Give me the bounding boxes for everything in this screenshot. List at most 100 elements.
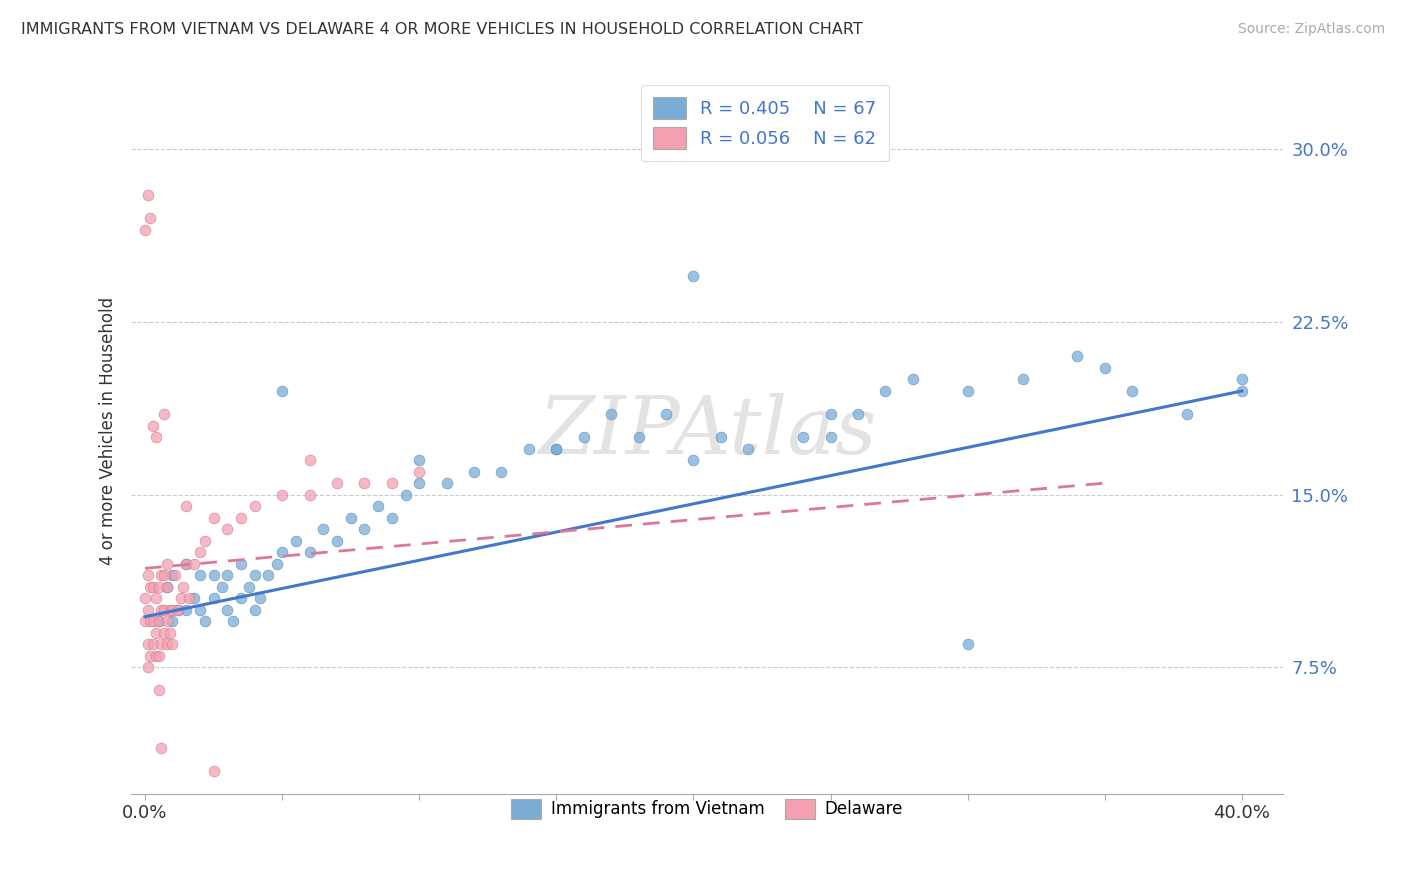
Point — [627, 430, 650, 444]
Point — [243, 568, 266, 582]
Point — [353, 522, 375, 536]
Point — [150, 741, 173, 756]
Point — [1121, 384, 1143, 398]
Point — [148, 683, 170, 698]
Point — [188, 568, 211, 582]
Point — [156, 637, 179, 651]
Point — [217, 522, 239, 536]
Point — [148, 648, 170, 663]
Point — [202, 591, 225, 606]
Point — [271, 384, 294, 398]
Point — [174, 557, 197, 571]
Point — [172, 580, 194, 594]
Point — [150, 637, 173, 651]
Point — [1011, 372, 1033, 386]
Point — [139, 648, 162, 663]
Point — [183, 557, 205, 571]
Point — [156, 580, 179, 594]
Point — [491, 465, 513, 479]
Point — [517, 442, 540, 456]
Point — [142, 637, 165, 651]
Point — [1066, 350, 1088, 364]
Legend: Immigrants from Vietnam, Delaware: Immigrants from Vietnam, Delaware — [505, 792, 910, 826]
Point — [156, 615, 179, 629]
Point — [136, 603, 159, 617]
Point — [956, 384, 979, 398]
Point — [156, 580, 179, 594]
Point — [271, 545, 294, 559]
Point — [820, 430, 842, 444]
Point — [188, 603, 211, 617]
Point — [202, 568, 225, 582]
Point — [162, 603, 184, 617]
Point — [339, 510, 361, 524]
Point — [142, 418, 165, 433]
Point — [136, 660, 159, 674]
Point — [159, 625, 181, 640]
Point — [408, 465, 430, 479]
Point — [159, 603, 181, 617]
Point — [167, 603, 190, 617]
Point — [136, 568, 159, 582]
Point — [546, 442, 568, 456]
Point — [846, 407, 869, 421]
Point — [229, 591, 252, 606]
Point — [145, 430, 167, 444]
Point — [655, 407, 678, 421]
Point — [145, 648, 167, 663]
Point — [150, 603, 173, 617]
Point — [229, 510, 252, 524]
Point — [142, 580, 165, 594]
Point — [194, 533, 217, 548]
Point — [188, 545, 211, 559]
Point — [243, 603, 266, 617]
Point — [353, 476, 375, 491]
Point — [222, 615, 245, 629]
Point — [408, 453, 430, 467]
Point — [174, 603, 197, 617]
Text: Source: ZipAtlas.com: Source: ZipAtlas.com — [1237, 22, 1385, 37]
Point — [174, 499, 197, 513]
Point — [153, 407, 176, 421]
Point — [145, 625, 167, 640]
Point — [271, 488, 294, 502]
Point — [136, 188, 159, 202]
Point — [298, 545, 321, 559]
Point — [600, 407, 623, 421]
Point — [217, 568, 239, 582]
Point — [546, 442, 568, 456]
Point — [150, 568, 173, 582]
Point — [139, 580, 162, 594]
Point — [710, 430, 733, 444]
Point — [148, 580, 170, 594]
Point — [194, 615, 217, 629]
Point — [202, 764, 225, 778]
Point — [162, 568, 184, 582]
Point — [153, 603, 176, 617]
Point — [134, 615, 156, 629]
Point — [162, 637, 184, 651]
Point — [820, 407, 842, 421]
Point — [1230, 384, 1253, 398]
Point — [136, 637, 159, 651]
Point — [381, 476, 404, 491]
Point — [326, 533, 349, 548]
Point — [162, 615, 184, 629]
Point — [408, 476, 430, 491]
Point — [145, 591, 167, 606]
Point — [284, 533, 307, 548]
Point — [153, 568, 176, 582]
Point — [167, 603, 190, 617]
Point — [165, 568, 187, 582]
Point — [367, 499, 389, 513]
Point — [134, 591, 156, 606]
Point — [174, 557, 197, 571]
Point — [298, 488, 321, 502]
Point — [177, 591, 200, 606]
Point — [139, 615, 162, 629]
Point — [792, 430, 814, 444]
Point — [243, 499, 266, 513]
Point — [156, 557, 179, 571]
Point — [298, 453, 321, 467]
Point — [394, 488, 416, 502]
